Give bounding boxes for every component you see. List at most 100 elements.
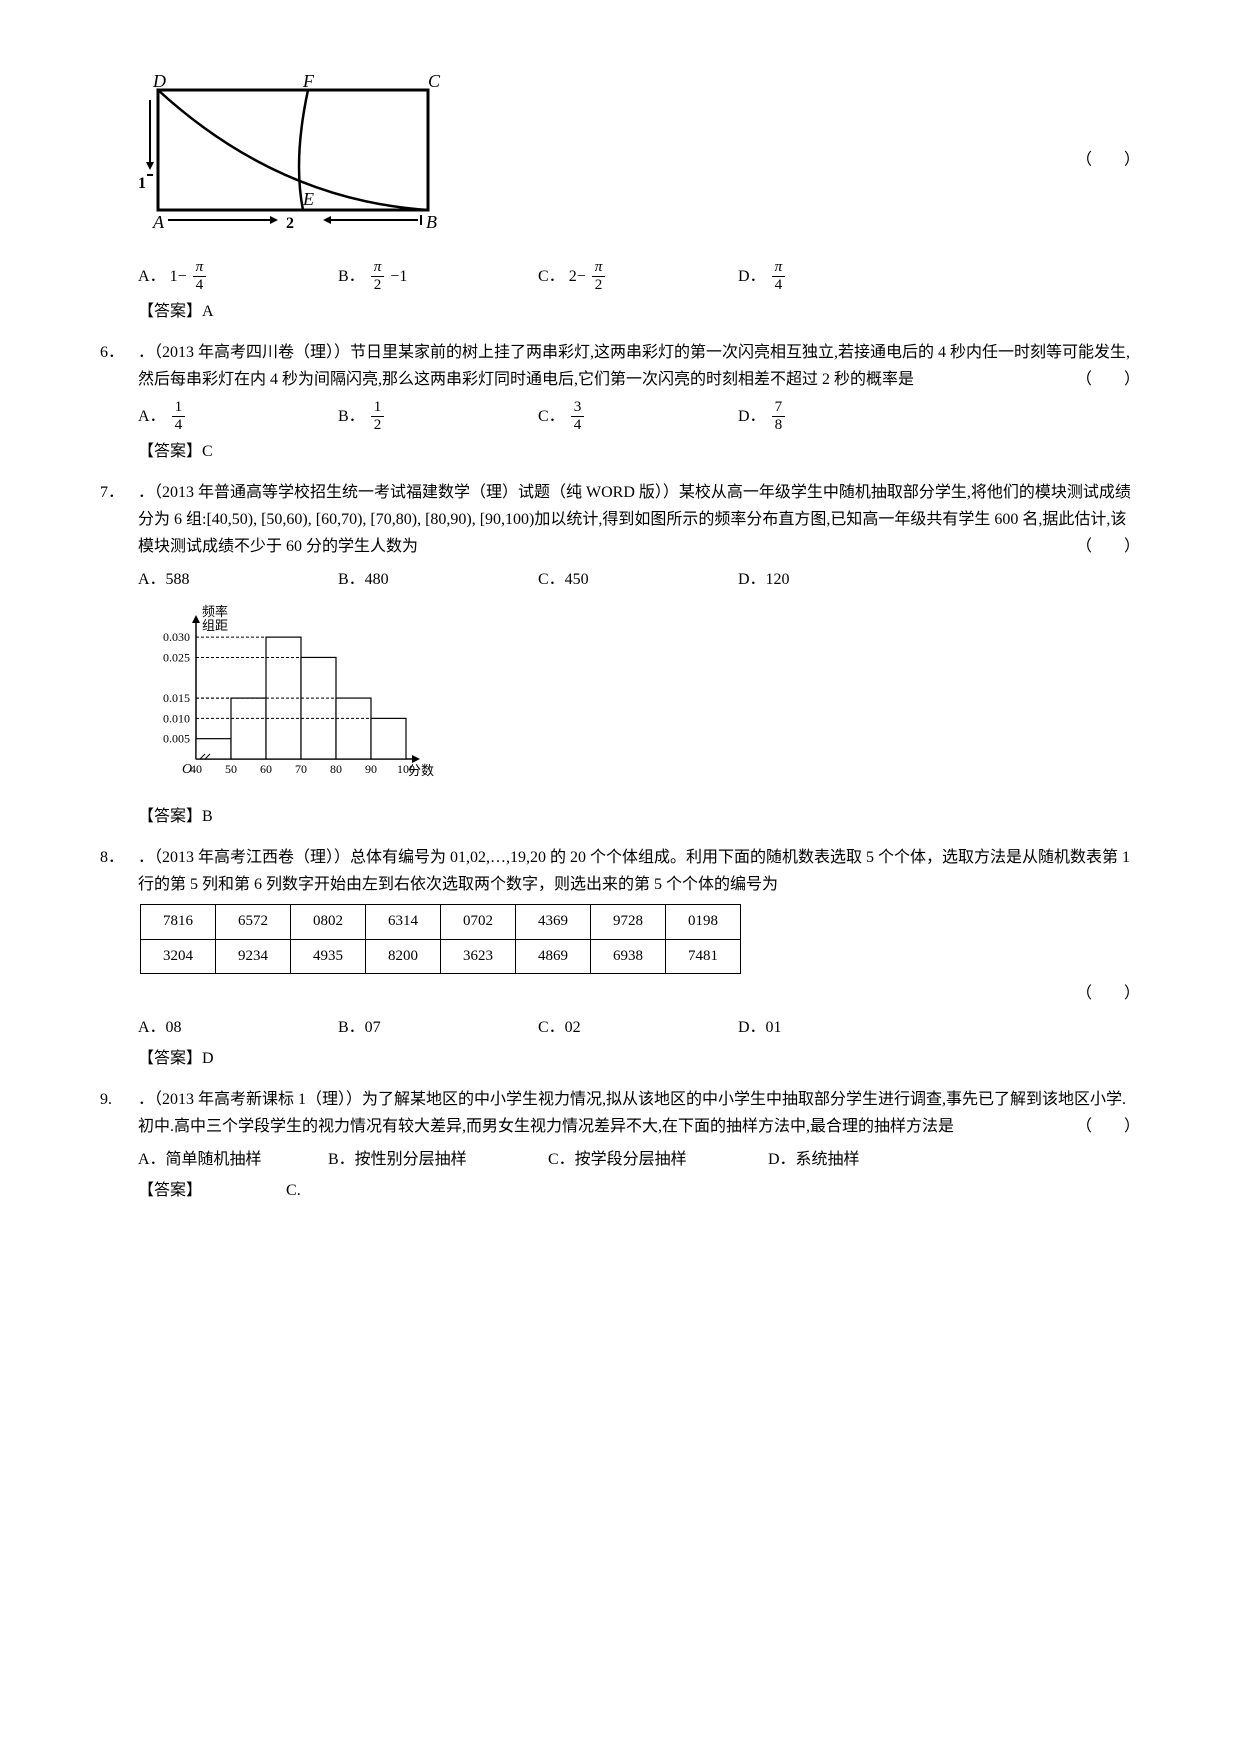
svg-text:D: D bbox=[152, 71, 166, 91]
histogram-svg: 频率组距分数O0.0050.0100.0150.0250.03040506070… bbox=[138, 604, 438, 784]
choice-label: B． bbox=[338, 263, 365, 290]
fraction: 78 bbox=[772, 399, 786, 433]
q8-choice-a: A．08 bbox=[138, 1014, 338, 1041]
q5-choice-d: D． π 4 bbox=[738, 259, 938, 293]
q9-choice-b: B．按性别分层抽样 bbox=[328, 1146, 548, 1173]
choice-post: −1 bbox=[390, 263, 407, 290]
q6-choices: A． 14 B． 12 C． 34 D． 78 bbox=[138, 399, 1140, 433]
q5-choices: A． 1− π 4 B． π 2 −1 C． 2− π 2 D． bbox=[138, 259, 1140, 293]
table-row: 32049234493582003623486969387481 bbox=[141, 939, 741, 974]
fraction: 14 bbox=[172, 399, 186, 433]
svg-text:C: C bbox=[428, 71, 441, 91]
q5-figure-row: D F C E A B 1 2 （ ） bbox=[100, 70, 1140, 249]
table-cell: 6938 bbox=[591, 939, 666, 974]
q7-choice-c: C．450 bbox=[538, 566, 738, 593]
q9-choice-d: D．系统抽样 bbox=[768, 1146, 918, 1173]
table-cell: 9728 bbox=[591, 905, 666, 940]
fraction: π 2 bbox=[371, 259, 385, 293]
q6-body: 6． ．（2013 年高考四川卷（理））节日里某家前的树上挂了两串彩灯,这两串彩… bbox=[100, 339, 1140, 393]
question-7: 7． ．（2013 年普通高等学校招生统一考试福建数学（理）试题（纯 WORD … bbox=[100, 479, 1140, 830]
q-text: ．（2013 年普通高等学校招生统一考试福建数学（理）试题（纯 WORD 版））… bbox=[138, 479, 1140, 561]
svg-text:组距: 组距 bbox=[202, 618, 228, 633]
q7-paren: （ ） bbox=[1076, 533, 1140, 560]
q9-choice-a: A．简单随机抽样 bbox=[138, 1146, 328, 1173]
svg-text:70: 70 bbox=[295, 762, 307, 776]
question-5: D F C E A B 1 2 （ ） bbox=[100, 70, 1140, 325]
q6-choice-c: C． 34 bbox=[538, 399, 738, 433]
table-cell: 0198 bbox=[666, 905, 741, 940]
svg-text:频率: 频率 bbox=[202, 604, 228, 619]
q6-answer: 【答案】C bbox=[138, 438, 1140, 465]
q6-choice-d: D． 78 bbox=[738, 399, 938, 433]
table-row: 78166572080263140702436997280198 bbox=[141, 905, 741, 940]
fraction: 34 bbox=[571, 399, 585, 433]
q-text: ．（2013 年高考四川卷（理））节日里某家前的树上挂了两串彩灯,这两串彩灯的第… bbox=[138, 339, 1140, 393]
q6-choice-a: A． 14 bbox=[138, 399, 338, 433]
svg-text:40: 40 bbox=[190, 762, 202, 776]
choice-label: B． bbox=[338, 403, 365, 430]
fraction: 12 bbox=[371, 399, 385, 433]
q-number: 6． bbox=[100, 339, 138, 366]
svg-text:B: B bbox=[426, 212, 437, 232]
svg-text:2: 2 bbox=[286, 215, 294, 232]
svg-text:100: 100 bbox=[397, 762, 415, 776]
svg-text:F: F bbox=[302, 71, 315, 91]
q7-text: ．（2013 年普通高等学校招生统一考试福建数学（理）试题（纯 WORD 版））… bbox=[138, 484, 1131, 555]
svg-text:60: 60 bbox=[260, 762, 272, 776]
q7-choices: A．588 B．480 C．450 D．120 bbox=[138, 566, 1140, 593]
q8-choices: A．08 B．07 C．02 D．01 bbox=[138, 1014, 1140, 1041]
table-cell: 4935 bbox=[291, 939, 366, 974]
q8-random-table: 7816657208026314070243699728019832049234… bbox=[140, 904, 741, 974]
q7-histogram: 频率组距分数O0.0050.0100.0150.0250.03040506070… bbox=[138, 604, 1140, 793]
q7-body: 7． ．（2013 年普通高等学校招生统一考试福建数学（理）试题（纯 WORD … bbox=[100, 479, 1140, 561]
answer-label: 【答案】 bbox=[138, 1182, 202, 1199]
q9-paren: （ ） bbox=[1076, 1113, 1140, 1140]
q8-paren: （ ） bbox=[100, 980, 1140, 1007]
q9-choices: A．简单随机抽样 B．按性别分层抽样 C．按学段分层抽样 D．系统抽样 bbox=[138, 1146, 1140, 1173]
table-cell: 0702 bbox=[441, 905, 516, 940]
q9-choice-c: C．按学段分层抽样 bbox=[548, 1146, 768, 1173]
table-cell: 9234 bbox=[216, 939, 291, 974]
q8-choice-c: C．02 bbox=[538, 1014, 738, 1041]
q9-text: ．（2013 年高考新课标 1（理））为了解某地区的中小学生视力情况,拟从该地区… bbox=[138, 1091, 1126, 1135]
q9-body: 9. ．（2013 年高考新课标 1（理））为了解某地区的中小学生视力情况,拟从… bbox=[100, 1086, 1140, 1140]
question-9: 9. ．（2013 年高考新课标 1（理））为了解某地区的中小学生视力情况,拟从… bbox=[100, 1086, 1140, 1205]
choice-label: D． bbox=[738, 403, 766, 430]
q5-paren: （ ） bbox=[1076, 146, 1140, 173]
svg-text:E: E bbox=[302, 189, 314, 209]
svg-text:0.010: 0.010 bbox=[163, 711, 190, 725]
q5-choice-b: B． π 2 −1 bbox=[338, 259, 538, 293]
answer-value: C. bbox=[286, 1182, 301, 1199]
svg-text:80: 80 bbox=[330, 762, 342, 776]
q6-text: ．（2013 年高考四川卷（理））节日里某家前的树上挂了两串彩灯,这两串彩灯的第… bbox=[138, 344, 1130, 388]
choice-label: A． bbox=[138, 263, 166, 290]
q8-choice-b: B．07 bbox=[338, 1014, 538, 1041]
svg-text:0.015: 0.015 bbox=[163, 691, 190, 705]
q7-choice-b: B．480 bbox=[338, 566, 538, 593]
table-cell: 0802 bbox=[291, 905, 366, 940]
q-text: ．（2013 年高考新课标 1（理））为了解某地区的中小学生视力情况,拟从该地区… bbox=[138, 1086, 1140, 1140]
table-cell: 4869 bbox=[516, 939, 591, 974]
q6-paren: （ ） bbox=[1076, 366, 1140, 393]
q5-choice-c: C． 2− π 2 bbox=[538, 259, 738, 293]
svg-text:0.030: 0.030 bbox=[163, 630, 190, 644]
fraction: π 4 bbox=[193, 259, 207, 293]
choice-label: C． bbox=[538, 403, 565, 430]
q7-choice-a: A．588 bbox=[138, 566, 338, 593]
choice-pre: 2− bbox=[569, 263, 586, 290]
choice-label: C． bbox=[538, 263, 565, 290]
q-number: 8． bbox=[100, 844, 138, 871]
svg-text:1: 1 bbox=[138, 175, 146, 192]
q5-choice-a: A． 1− π 4 bbox=[138, 259, 338, 293]
q8-answer: 【答案】D bbox=[138, 1045, 1140, 1072]
table-cell: 6572 bbox=[216, 905, 291, 940]
choice-label: A． bbox=[138, 403, 166, 430]
fraction: π 4 bbox=[772, 259, 786, 293]
svg-text:0.005: 0.005 bbox=[163, 731, 190, 745]
question-8: 8． ．（2013 年高考江西卷（理））总体有编号为 01,02,…,19,20… bbox=[100, 844, 1140, 1072]
q7-answer: 【答案】B bbox=[138, 803, 1140, 830]
q5-answer: 【答案】A bbox=[138, 298, 1140, 325]
svg-text:A: A bbox=[152, 212, 165, 232]
table-cell: 7481 bbox=[666, 939, 741, 974]
q6-choice-b: B． 12 bbox=[338, 399, 538, 433]
